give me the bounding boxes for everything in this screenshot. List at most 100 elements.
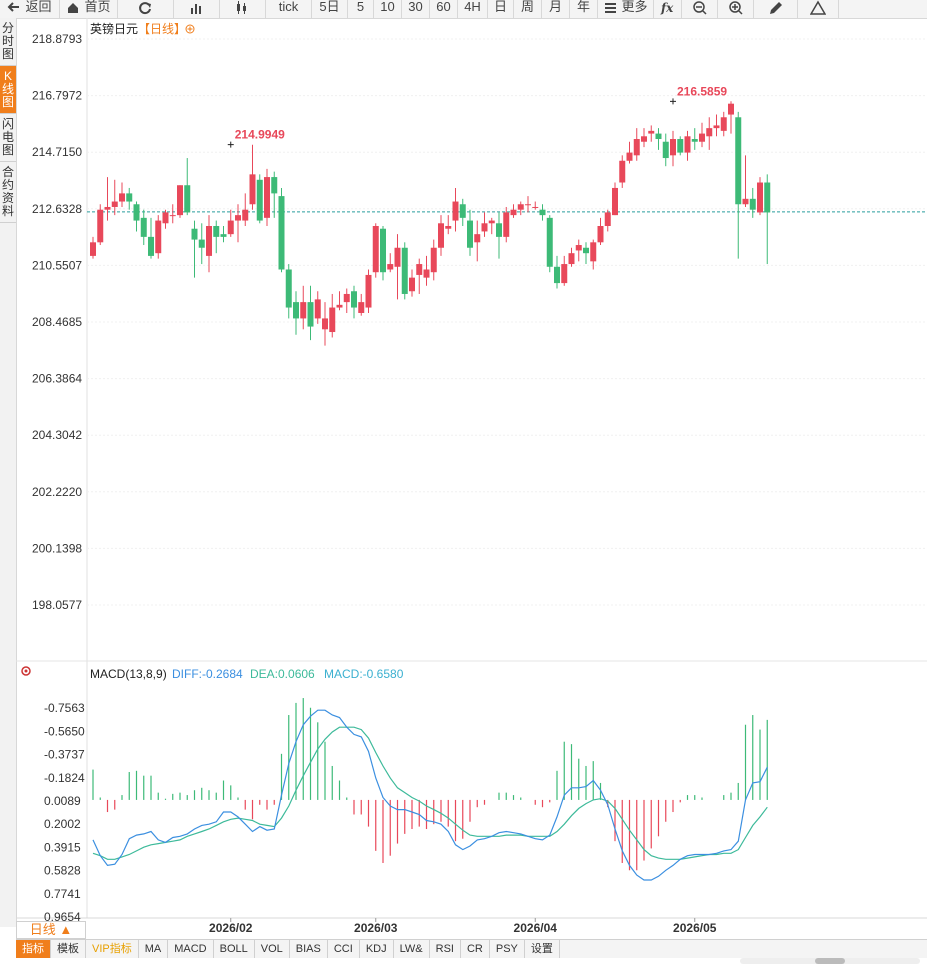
candle: [300, 285, 307, 330]
toolbar-button-period-5[interactable]: tick: [266, 0, 312, 18]
candle: [662, 133, 669, 167]
extreme-price-label: 216.5859: [677, 84, 727, 98]
candle: [256, 174, 263, 224]
candle: [728, 101, 734, 134]
toolbar-button-menu[interactable]: 更多: [598, 0, 654, 18]
x-tick-label: 2026/03: [354, 921, 398, 935]
candle: [343, 288, 350, 313]
candle: [365, 269, 372, 313]
macd-y-tick-label: 0.0089: [44, 794, 81, 808]
candle: [249, 144, 256, 210]
toolbar-button-function[interactable]: fx: [654, 0, 682, 18]
extreme-marker: [670, 98, 676, 105]
indicator-tab-14[interactable]: 设置: [525, 940, 560, 958]
candle: [90, 236, 96, 259]
candle: [546, 215, 553, 273]
candle: [401, 242, 408, 300]
toolbar-button-zoom-out[interactable]: [682, 0, 718, 18]
candle: [757, 177, 763, 216]
toolbar-button-period-14[interactable]: 月: [542, 0, 570, 18]
refresh-icon: [138, 2, 151, 15]
toolbar-button-period-8[interactable]: 10: [374, 0, 402, 18]
candle: [503, 206, 510, 243]
toolbar-button-period-7[interactable]: 5: [348, 0, 374, 18]
toolbar-button-candlestick[interactable]: [220, 0, 266, 18]
chart-period: 【日线】: [138, 22, 186, 36]
candle: [293, 291, 299, 335]
indicator-tab-6[interactable]: VOL: [255, 940, 290, 958]
toolbar-button-triangle[interactable]: [798, 0, 839, 18]
toolbar-button-bar-chart[interactable]: [174, 0, 220, 18]
indicator-tab-3[interactable]: MA: [139, 940, 169, 958]
indicator-tab-2[interactable]: VIP指标: [86, 940, 139, 958]
indicator-tab-0[interactable]: 指标: [16, 940, 51, 958]
candle: [329, 293, 336, 338]
indicator-tab-4[interactable]: MACD: [168, 940, 214, 958]
sidebar-tab-1[interactable]: K线图: [0, 66, 16, 114]
candle: [670, 130, 676, 167]
chart-title: 英镑日元: [90, 21, 138, 36]
candle: [742, 155, 749, 207]
candle: [590, 239, 597, 270]
candle: [677, 136, 684, 156]
toolbar-button-period-11[interactable]: 4H: [458, 0, 488, 18]
sidebar-tab-3[interactable]: 合约资料: [0, 162, 16, 223]
candle: [358, 293, 365, 316]
indicator-tab-13[interactable]: PSY: [490, 940, 525, 958]
gear-icon[interactable]: [21, 666, 31, 676]
candle: [162, 209, 169, 229]
toolbar-button-label: 5: [356, 0, 365, 14]
toolbar-button-period-13[interactable]: 周: [514, 0, 542, 18]
candle: [467, 209, 473, 256]
candle: [525, 196, 531, 213]
indicator-tab-5[interactable]: BOLL: [214, 940, 255, 958]
indicator-tab-11[interactable]: RSI: [430, 940, 461, 958]
candle: [510, 204, 517, 218]
add-circle-icon[interactable]: [185, 24, 195, 34]
candle: [612, 182, 618, 216]
toolbar-button-back-arrow[interactable]: 返回: [0, 0, 60, 18]
toolbar-button-label: 30: [408, 0, 423, 14]
toolbar-button-refresh[interactable]: [118, 0, 174, 18]
indicator-tab-7[interactable]: BIAS: [290, 940, 328, 958]
candle: [119, 182, 125, 207]
indicator-tab-12[interactable]: CR: [461, 940, 490, 958]
indicator-tab-1[interactable]: 模板: [51, 940, 86, 958]
toolbar-button-home[interactable]: 首页: [60, 0, 118, 18]
horizontal-scrollbar[interactable]: [740, 958, 920, 964]
toolbar-button-period-6[interactable]: 5日: [312, 0, 348, 18]
candle: [423, 255, 430, 286]
candle: [264, 168, 270, 227]
candle: [271, 171, 278, 218]
macd-label: MACD(13,8,9): [90, 667, 167, 681]
candle: [539, 204, 546, 221]
toolbar-button-period-9[interactable]: 30: [402, 0, 430, 18]
toolbar-button-zoom-in[interactable]: [718, 0, 754, 18]
y-tick-label: 208.4685: [32, 315, 82, 329]
sidebar-tab-0[interactable]: 分时图: [0, 18, 16, 66]
candle: [488, 217, 495, 235]
indicator-tab-9[interactable]: KDJ: [360, 940, 394, 958]
toolbar-button-period-12[interactable]: 日: [488, 0, 514, 18]
candle: [430, 239, 437, 281]
y-tick-label: 216.7972: [32, 89, 82, 103]
extreme-price-label: 214.9949: [235, 128, 285, 142]
candle: [583, 242, 589, 265]
sidebar-tab-2[interactable]: 闪电图: [0, 114, 16, 162]
candle: [126, 187, 133, 210]
macd-y-tick-label: 0.9654: [44, 910, 81, 924]
toolbar-button-pen[interactable]: [754, 0, 798, 18]
pen-icon: [769, 2, 782, 14]
period-selector[interactable]: 日线 ▲: [16, 921, 86, 939]
candle: [452, 187, 459, 232]
candle: [655, 128, 662, 150]
toolbar-button-period-10[interactable]: 60: [430, 0, 458, 18]
toolbar-button-label: 月: [548, 0, 562, 14]
candle: [713, 114, 720, 137]
scroll-thumb[interactable]: [815, 958, 845, 964]
indicator-tab-8[interactable]: CCI: [328, 940, 360, 958]
toolbar-button-period-15[interactable]: 年: [570, 0, 598, 18]
candle: [409, 269, 415, 297]
indicator-tab-10[interactable]: LW&: [394, 940, 430, 958]
